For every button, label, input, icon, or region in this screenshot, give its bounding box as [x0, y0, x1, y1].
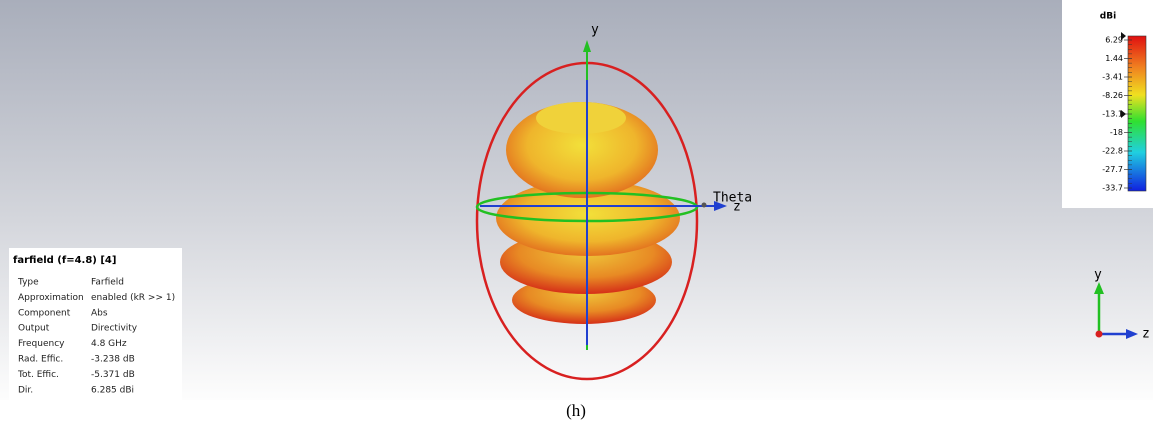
colorbar-tick-label: -22.8 — [1102, 147, 1123, 156]
info-label: Component — [18, 308, 71, 318]
info-value: 4.8 GHz — [91, 339, 127, 349]
colorbar-tick-label: 6.29 — [1105, 36, 1123, 45]
info-label: Output — [18, 324, 50, 334]
info-value: 6.285 dBi — [91, 385, 134, 395]
origin — [1096, 331, 1103, 338]
colorbar-tick-label: -3.41 — [1102, 73, 1123, 82]
info-title: farfield (f=4.8) [4] — [13, 255, 116, 266]
axis-label: z — [1142, 327, 1150, 342]
info-value: Farfield — [91, 278, 124, 288]
colorbar-scale — [1128, 36, 1146, 191]
viewport: y Theta z y z dBi 6.291.44-3.41-8.26-13.… — [0, 0, 1153, 434]
colorbar-tick-label: -13.1 — [1102, 110, 1123, 119]
marker — [702, 203, 707, 208]
info-panel: farfield (f=4.8) [4] Type Farfield Approxi… — [9, 248, 182, 401]
lobe — [536, 102, 626, 134]
caption: (h) — [566, 401, 586, 420]
colorbar-unit: dBi — [1100, 12, 1116, 22]
info-label: Dir. — [18, 385, 33, 395]
colorbar-tick-label: -27.7 — [1102, 165, 1123, 174]
info-value: enabled (kR >> 1) — [91, 293, 175, 303]
colorbar: dBi 6.29 1.44 -3.41 -8.26 -13.1 -18 -22.8 -27.7… — [1062, 0, 1153, 208]
colorbar-tick-label: -18 — [1110, 128, 1123, 137]
info-label: Frequency — [18, 339, 65, 349]
axis-label: y — [1094, 268, 1102, 283]
colorbar-tick-label: 1.44 — [1105, 54, 1123, 63]
colorbar-tick-label: -33.7 — [1102, 184, 1123, 193]
info-label: Tot. Effic. — [17, 370, 59, 380]
info-value: Abs — [91, 308, 108, 318]
axis-label: z — [733, 200, 741, 215]
axis-label: y — [591, 23, 599, 38]
info-label: Approximation — [18, 293, 84, 303]
info-label: Type — [17, 278, 39, 288]
info-label: Rad. Effic. — [18, 355, 63, 365]
info-value: -3.238 dB — [91, 355, 135, 365]
info-value: Directivity — [91, 324, 138, 334]
info-value: -5.371 dB — [91, 370, 135, 380]
screenshot: y Theta z y z dBi 6.291.44-3.41-8.26-13.… — [0, 0, 1153, 434]
colorbar-tick-label: -8.26 — [1102, 91, 1123, 100]
